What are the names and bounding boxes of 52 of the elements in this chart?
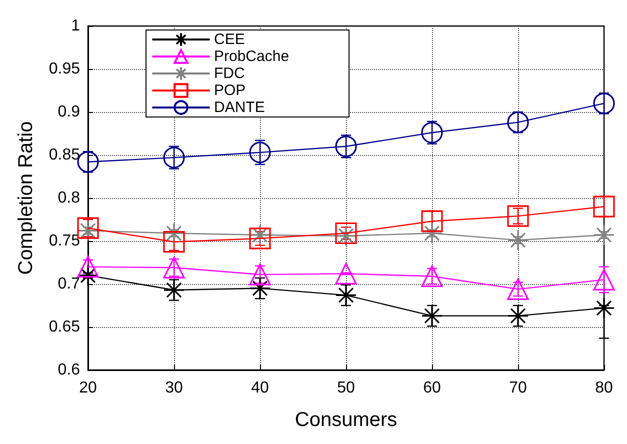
point	[421, 265, 443, 288]
y-tick-label: 0.75	[48, 232, 80, 250]
x-tick-label: 20	[79, 380, 97, 396]
point	[249, 264, 271, 286]
legend-label: DANTE	[214, 99, 265, 116]
y-tick-label: 1	[71, 18, 80, 34]
point	[163, 146, 185, 168]
y-tick-label: 0.65	[48, 318, 80, 336]
legend-label: FDC	[214, 65, 245, 82]
legend-label: CEE	[214, 31, 245, 48]
point	[421, 305, 443, 327]
point	[163, 231, 185, 253]
point	[335, 284, 357, 306]
point	[421, 222, 443, 244]
x-tick-label: 70	[509, 380, 527, 396]
y-tick-label: 0.6	[58, 362, 80, 378]
point	[507, 278, 529, 300]
point	[507, 112, 529, 134]
point	[593, 224, 615, 246]
point	[249, 278, 271, 300]
point	[593, 92, 615, 114]
point	[593, 268, 615, 290]
point	[163, 222, 185, 244]
x-tick-label: 80	[595, 380, 613, 396]
y-tick-label: 0.85	[48, 146, 80, 164]
point	[421, 210, 443, 232]
point	[593, 196, 615, 218]
point	[593, 297, 615, 319]
point	[507, 205, 529, 227]
point	[163, 256, 185, 278]
y-tick-label: 0.8	[58, 190, 80, 206]
x-tick-label: 60	[423, 380, 441, 396]
point	[249, 224, 271, 246]
point	[335, 136, 357, 158]
y-axis-title: Completion Ratio	[15, 121, 37, 275]
point	[163, 279, 185, 301]
point	[77, 256, 99, 278]
y-tick-label: 0.95	[48, 60, 80, 78]
point	[335, 262, 357, 284]
legend-label: POP	[214, 82, 246, 99]
y-tick-label: 0.7	[58, 276, 80, 292]
legend-label: ProbCache	[214, 48, 290, 65]
y-tick-label: 0.9	[58, 104, 80, 120]
x-tick-label: 30	[165, 380, 183, 396]
point	[249, 142, 271, 164]
point	[421, 122, 443, 144]
x-tick-label: 50	[337, 380, 355, 396]
x-tick-label: 40	[251, 380, 269, 396]
point	[507, 305, 529, 327]
point	[249, 228, 271, 250]
point	[507, 229, 529, 251]
x-axis-title: Consumers	[294, 409, 398, 431]
